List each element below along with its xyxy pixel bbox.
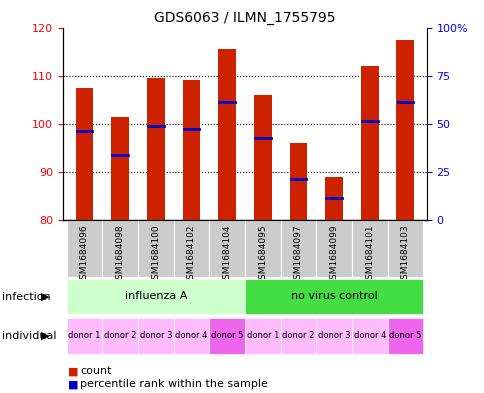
Bar xyxy=(209,318,244,354)
Text: donor 2: donor 2 xyxy=(282,331,314,340)
Bar xyxy=(173,220,209,277)
Text: donor 5: donor 5 xyxy=(211,331,243,340)
Text: donor 3: donor 3 xyxy=(317,331,349,340)
Bar xyxy=(66,279,244,314)
Bar xyxy=(76,88,93,220)
Text: donor 2: donor 2 xyxy=(104,331,136,340)
Bar xyxy=(147,78,165,220)
Text: percentile rank within the sample: percentile rank within the sample xyxy=(80,379,267,389)
Bar xyxy=(209,220,244,277)
Bar xyxy=(324,177,342,220)
Bar xyxy=(182,81,200,220)
Text: infection: infection xyxy=(2,292,51,302)
Bar xyxy=(137,318,173,354)
Bar xyxy=(244,220,280,277)
Text: GSM1684099: GSM1684099 xyxy=(329,225,338,285)
Text: GSM1684096: GSM1684096 xyxy=(80,225,89,285)
Bar xyxy=(137,220,173,277)
Bar xyxy=(66,220,102,277)
Text: GSM1684100: GSM1684100 xyxy=(151,225,160,285)
Text: count: count xyxy=(80,366,111,376)
Bar xyxy=(351,220,387,277)
Text: GSM1684098: GSM1684098 xyxy=(115,225,124,285)
Bar xyxy=(244,279,423,314)
Bar xyxy=(387,220,423,277)
Text: individual: individual xyxy=(2,331,57,341)
Bar xyxy=(387,318,423,354)
Title: GDS6063 / ILMN_1755795: GDS6063 / ILMN_1755795 xyxy=(154,11,335,25)
Text: donor 5: donor 5 xyxy=(389,331,421,340)
Text: donor 4: donor 4 xyxy=(175,331,207,340)
Text: donor 4: donor 4 xyxy=(353,331,385,340)
Bar xyxy=(280,318,316,354)
Bar xyxy=(111,117,129,220)
Text: ■: ■ xyxy=(68,379,78,389)
Bar xyxy=(102,220,137,277)
Text: GSM1684104: GSM1684104 xyxy=(222,225,231,285)
Text: donor 1: donor 1 xyxy=(68,331,100,340)
Bar xyxy=(280,220,316,277)
Bar xyxy=(360,66,378,220)
Bar xyxy=(244,318,280,354)
Text: GSM1684102: GSM1684102 xyxy=(186,225,196,285)
Bar xyxy=(316,220,351,277)
Bar xyxy=(253,95,271,220)
Bar xyxy=(316,318,351,354)
Text: ▶: ▶ xyxy=(41,292,49,302)
Text: no virus control: no virus control xyxy=(290,291,377,301)
Text: donor 1: donor 1 xyxy=(246,331,278,340)
Bar xyxy=(395,40,413,220)
Bar xyxy=(218,49,236,220)
Text: ▶: ▶ xyxy=(41,331,49,341)
Text: GSM1684101: GSM1684101 xyxy=(364,225,374,285)
Text: ■: ■ xyxy=(68,366,78,376)
Text: GSM1684095: GSM1684095 xyxy=(257,225,267,285)
Text: donor 3: donor 3 xyxy=(139,331,172,340)
Text: influenza A: influenza A xyxy=(124,291,186,301)
Bar xyxy=(351,318,387,354)
Bar xyxy=(102,318,137,354)
Text: GSM1684097: GSM1684097 xyxy=(293,225,302,285)
Bar xyxy=(289,143,307,220)
Bar xyxy=(173,318,209,354)
Text: GSM1684103: GSM1684103 xyxy=(400,225,409,285)
Bar xyxy=(66,318,102,354)
